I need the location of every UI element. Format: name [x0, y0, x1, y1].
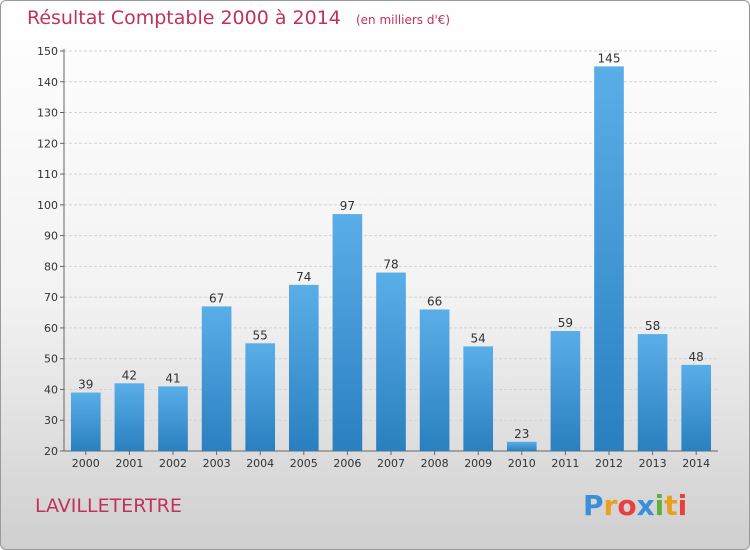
- bar-value-label: 74: [296, 270, 311, 284]
- bar: [550, 331, 581, 451]
- bar: [70, 392, 101, 451]
- y-tick-label: 110: [37, 168, 58, 181]
- bar: [681, 364, 712, 451]
- bar-value-label: 48: [689, 350, 704, 364]
- bar-value-label: 66: [427, 294, 442, 308]
- proxiti-logo: Proxiti: [583, 489, 687, 522]
- logo-letter: t: [664, 489, 678, 522]
- bar: [288, 284, 319, 451]
- y-tick-label: 60: [44, 322, 58, 335]
- bar: [463, 346, 494, 451]
- x-tick-label: 2001: [115, 457, 143, 470]
- y-tick-label: 120: [37, 137, 58, 150]
- bar: [376, 272, 406, 451]
- bar: [114, 383, 145, 451]
- bar: [419, 309, 450, 451]
- x-tick-label: 2008: [421, 457, 449, 470]
- x-tick-label: 2011: [551, 457, 579, 470]
- y-tick-label: 40: [44, 383, 58, 396]
- bar: [245, 343, 276, 451]
- y-tick-label: 90: [44, 230, 58, 243]
- logo-letter: i: [654, 489, 665, 522]
- logo-letter: P: [583, 489, 604, 522]
- bar-value-label: 41: [165, 371, 180, 385]
- chart-subtitle: (en milliers d'€): [355, 13, 451, 27]
- y-tick-label: 20: [44, 445, 58, 458]
- y-tick-label: 100: [37, 199, 58, 212]
- logo-letter: i: [677, 489, 688, 522]
- logo-letter: x: [636, 489, 655, 522]
- y-tick-label: 150: [37, 45, 58, 58]
- x-tick-label: 2005: [290, 457, 318, 470]
- y-tick-label: 140: [37, 76, 58, 89]
- bar-value-label: 97: [340, 199, 355, 213]
- chart-title-block: Résultat Comptable 2000 à 2014 (en milli…: [27, 7, 450, 29]
- logo-letter: o: [617, 489, 637, 522]
- x-tick-label: 2004: [246, 457, 274, 470]
- bar: [332, 214, 363, 451]
- x-tick-label: 2006: [333, 457, 361, 470]
- x-tick-label: 2014: [682, 457, 710, 470]
- x-tick-label: 2010: [508, 457, 536, 470]
- bar-value-label: 59: [558, 316, 573, 330]
- labels: 20 30 40 50 60 70 80 90 100 110 120 130 140 150 39 2000…: [37, 45, 710, 470]
- x-tick-label: 2000: [72, 457, 100, 470]
- x-tick-label: 2009: [464, 457, 492, 470]
- bar-value-label: 58: [645, 319, 660, 333]
- y-tick-label: 50: [44, 353, 58, 366]
- bar-value-label: 39: [78, 378, 93, 392]
- bar: [201, 306, 232, 451]
- x-tick-label: 2013: [639, 457, 667, 470]
- y-tick-label: 30: [44, 414, 58, 427]
- bar-value-label: 67: [209, 291, 224, 305]
- y-tick-label: 80: [44, 260, 58, 273]
- x-tick-label: 2002: [159, 457, 187, 470]
- x-tick-label: 2003: [203, 457, 231, 470]
- bars: [70, 66, 712, 451]
- bar-value-label: 42: [122, 368, 137, 382]
- bar: [506, 441, 537, 451]
- chart-title: Résultat Comptable 2000 à 2014: [27, 7, 341, 29]
- bar: [637, 334, 668, 451]
- x-tick-label: 2007: [377, 457, 405, 470]
- bar: [158, 386, 188, 451]
- y-tick-label: 70: [44, 291, 58, 304]
- bar: [594, 66, 624, 451]
- bar-value-label: 55: [253, 328, 268, 342]
- x-tick-label: 2012: [595, 457, 623, 470]
- commune-name: LAVILLETERTRE: [35, 495, 182, 517]
- logo-letter: r: [603, 489, 618, 522]
- y-tick-label: 130: [37, 107, 58, 120]
- bar-value-label: 78: [383, 258, 398, 272]
- bar-value-label: 145: [598, 51, 621, 65]
- bar-value-label: 54: [471, 331, 486, 345]
- bar-value-label: 23: [514, 427, 529, 441]
